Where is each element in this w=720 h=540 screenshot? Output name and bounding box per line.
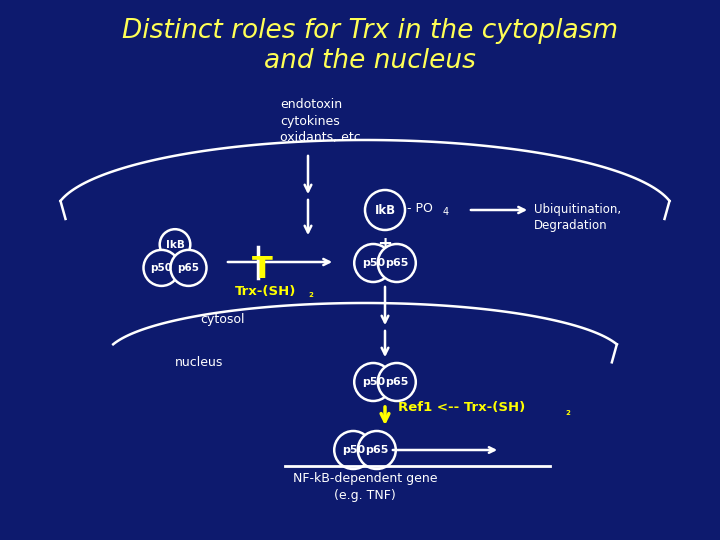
Text: endotoxin
cytokines
oxidants, etc.: endotoxin cytokines oxidants, etc. — [280, 98, 365, 144]
Text: IkB: IkB — [166, 240, 184, 249]
Circle shape — [378, 244, 415, 282]
Text: ₂: ₂ — [565, 407, 570, 417]
Text: p50: p50 — [150, 263, 173, 273]
Text: p50: p50 — [342, 445, 365, 455]
Text: Ubiquitination,
Degradation: Ubiquitination, Degradation — [534, 203, 621, 233]
Circle shape — [378, 363, 415, 401]
Text: p65: p65 — [178, 263, 199, 273]
Text: 4: 4 — [443, 207, 449, 217]
Text: T: T — [251, 255, 272, 285]
Text: p50: p50 — [361, 258, 384, 268]
Circle shape — [354, 363, 392, 401]
Circle shape — [160, 229, 190, 260]
Text: Distinct roles for Trx in the cytoplasm: Distinct roles for Trx in the cytoplasm — [122, 18, 618, 44]
Text: p50: p50 — [361, 377, 384, 387]
Text: p65: p65 — [385, 258, 408, 268]
Text: p65: p65 — [365, 445, 389, 455]
Text: nucleus: nucleus — [175, 355, 223, 368]
Circle shape — [358, 431, 396, 469]
Text: IkB: IkB — [374, 204, 395, 217]
Text: Trx-(SH): Trx-(SH) — [235, 285, 297, 298]
Text: and the nucleus: and the nucleus — [264, 48, 476, 74]
Text: NF-kB-dependent gene
(e.g. TNF): NF-kB-dependent gene (e.g. TNF) — [293, 472, 437, 502]
Circle shape — [334, 431, 372, 469]
Circle shape — [143, 250, 179, 286]
Circle shape — [171, 250, 207, 286]
Text: - PO: - PO — [407, 201, 433, 214]
Text: +: + — [377, 235, 392, 253]
Circle shape — [354, 244, 392, 282]
Text: cytosol: cytosol — [200, 314, 245, 327]
Text: ₂: ₂ — [308, 289, 313, 299]
Circle shape — [365, 190, 405, 230]
Text: Ref1 <-- Trx-(SH): Ref1 <-- Trx-(SH) — [398, 402, 526, 415]
Text: p65: p65 — [385, 377, 408, 387]
